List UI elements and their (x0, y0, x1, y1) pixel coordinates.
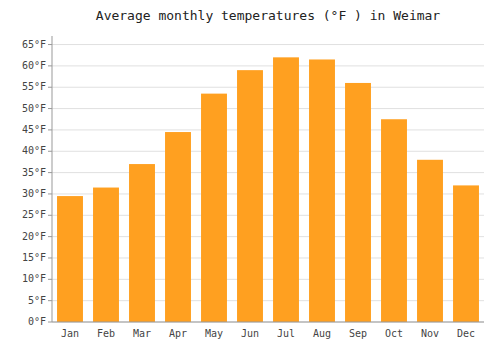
bar (453, 185, 479, 322)
y-tick-label: 40°F (22, 145, 46, 156)
bar (93, 188, 119, 322)
bars (57, 57, 479, 322)
chart-container: 0°F 5°F 10°F 15°F 20°F 25°F 30°F 35°F 40°F 45°F 50… (0, 0, 500, 350)
y-tick-label: 0°F (28, 316, 46, 327)
y-tick-label: 60°F (22, 60, 46, 71)
grid-line (52, 87, 484, 88)
y-tick-label: 15°F (22, 252, 46, 263)
grid-line (52, 108, 484, 109)
x-tick-label: Aug (313, 328, 331, 339)
y-tick (48, 279, 52, 280)
title: Average monthly temperatures (°F ) in We… (96, 8, 441, 23)
y-tick (48, 87, 52, 88)
y-tick-label: 25°F (22, 209, 46, 220)
x-tick-label: Jan (61, 328, 79, 339)
bar (57, 196, 83, 322)
bar (309, 59, 335, 322)
x-tick-label: Oct (385, 328, 403, 339)
y-tick (48, 151, 52, 152)
y-tick-label: 30°F (22, 188, 46, 199)
grid-line (52, 129, 484, 130)
y-tick-label: 20°F (22, 231, 46, 242)
grid-line (52, 151, 484, 152)
y-tick (48, 257, 52, 258)
y-tick-label: 50°F (22, 103, 46, 114)
y-tick (48, 215, 52, 216)
y-tick (48, 44, 52, 45)
bar (237, 70, 263, 322)
x-tick-label: Jun (241, 328, 259, 339)
chart: 0°F 5°F 10°F 15°F 20°F 25°F 30°F 35°F 40°F 45°F 50… (0, 0, 500, 350)
y-tick-label: 35°F (22, 167, 46, 178)
bar (201, 94, 227, 322)
y-axis: 0°F 5°F 10°F 15°F 20°F 25°F 30°F 35°F 40°F 45°F 50… (22, 39, 52, 327)
x-axis: Jan Feb Mar Apr May Jun Jul Aug Sep Oct Nov Dec (61, 328, 475, 339)
y-axis-line (52, 36, 53, 322)
y-tick (48, 172, 52, 173)
y-tick-label: 45°F (22, 124, 46, 135)
grid (52, 45, 484, 322)
x-tick-label: Mar (133, 328, 151, 339)
grid-line (52, 44, 484, 45)
grid-line (52, 322, 484, 323)
grid-line (52, 65, 484, 66)
y-tick-label: 55°F (22, 81, 46, 92)
y-tick (48, 300, 52, 301)
y-tick (48, 193, 52, 194)
x-tick-label: Sep (349, 328, 367, 339)
x-tick-label: Feb (97, 328, 115, 339)
x-tick-label: Apr (169, 328, 187, 339)
x-tick-label: Dec (457, 328, 475, 339)
x-tick-label: May (205, 328, 223, 339)
bar (273, 57, 299, 322)
y-tick (48, 65, 52, 66)
bar (165, 132, 191, 322)
y-tick-label: 65°F (22, 39, 46, 50)
y-tick-label: 5°F (28, 295, 46, 306)
x-axis-line (52, 322, 484, 323)
y-tick (48, 129, 52, 130)
bar (381, 119, 407, 322)
x-tick-label: Jul (277, 328, 295, 339)
y-tick-label: 10°F (22, 273, 46, 284)
bar (345, 83, 371, 322)
y-tick (48, 236, 52, 237)
bar (129, 164, 155, 322)
x-tick-label: Nov (421, 328, 439, 339)
y-tick (48, 108, 52, 109)
bar (417, 160, 443, 322)
y-tick (48, 322, 52, 323)
